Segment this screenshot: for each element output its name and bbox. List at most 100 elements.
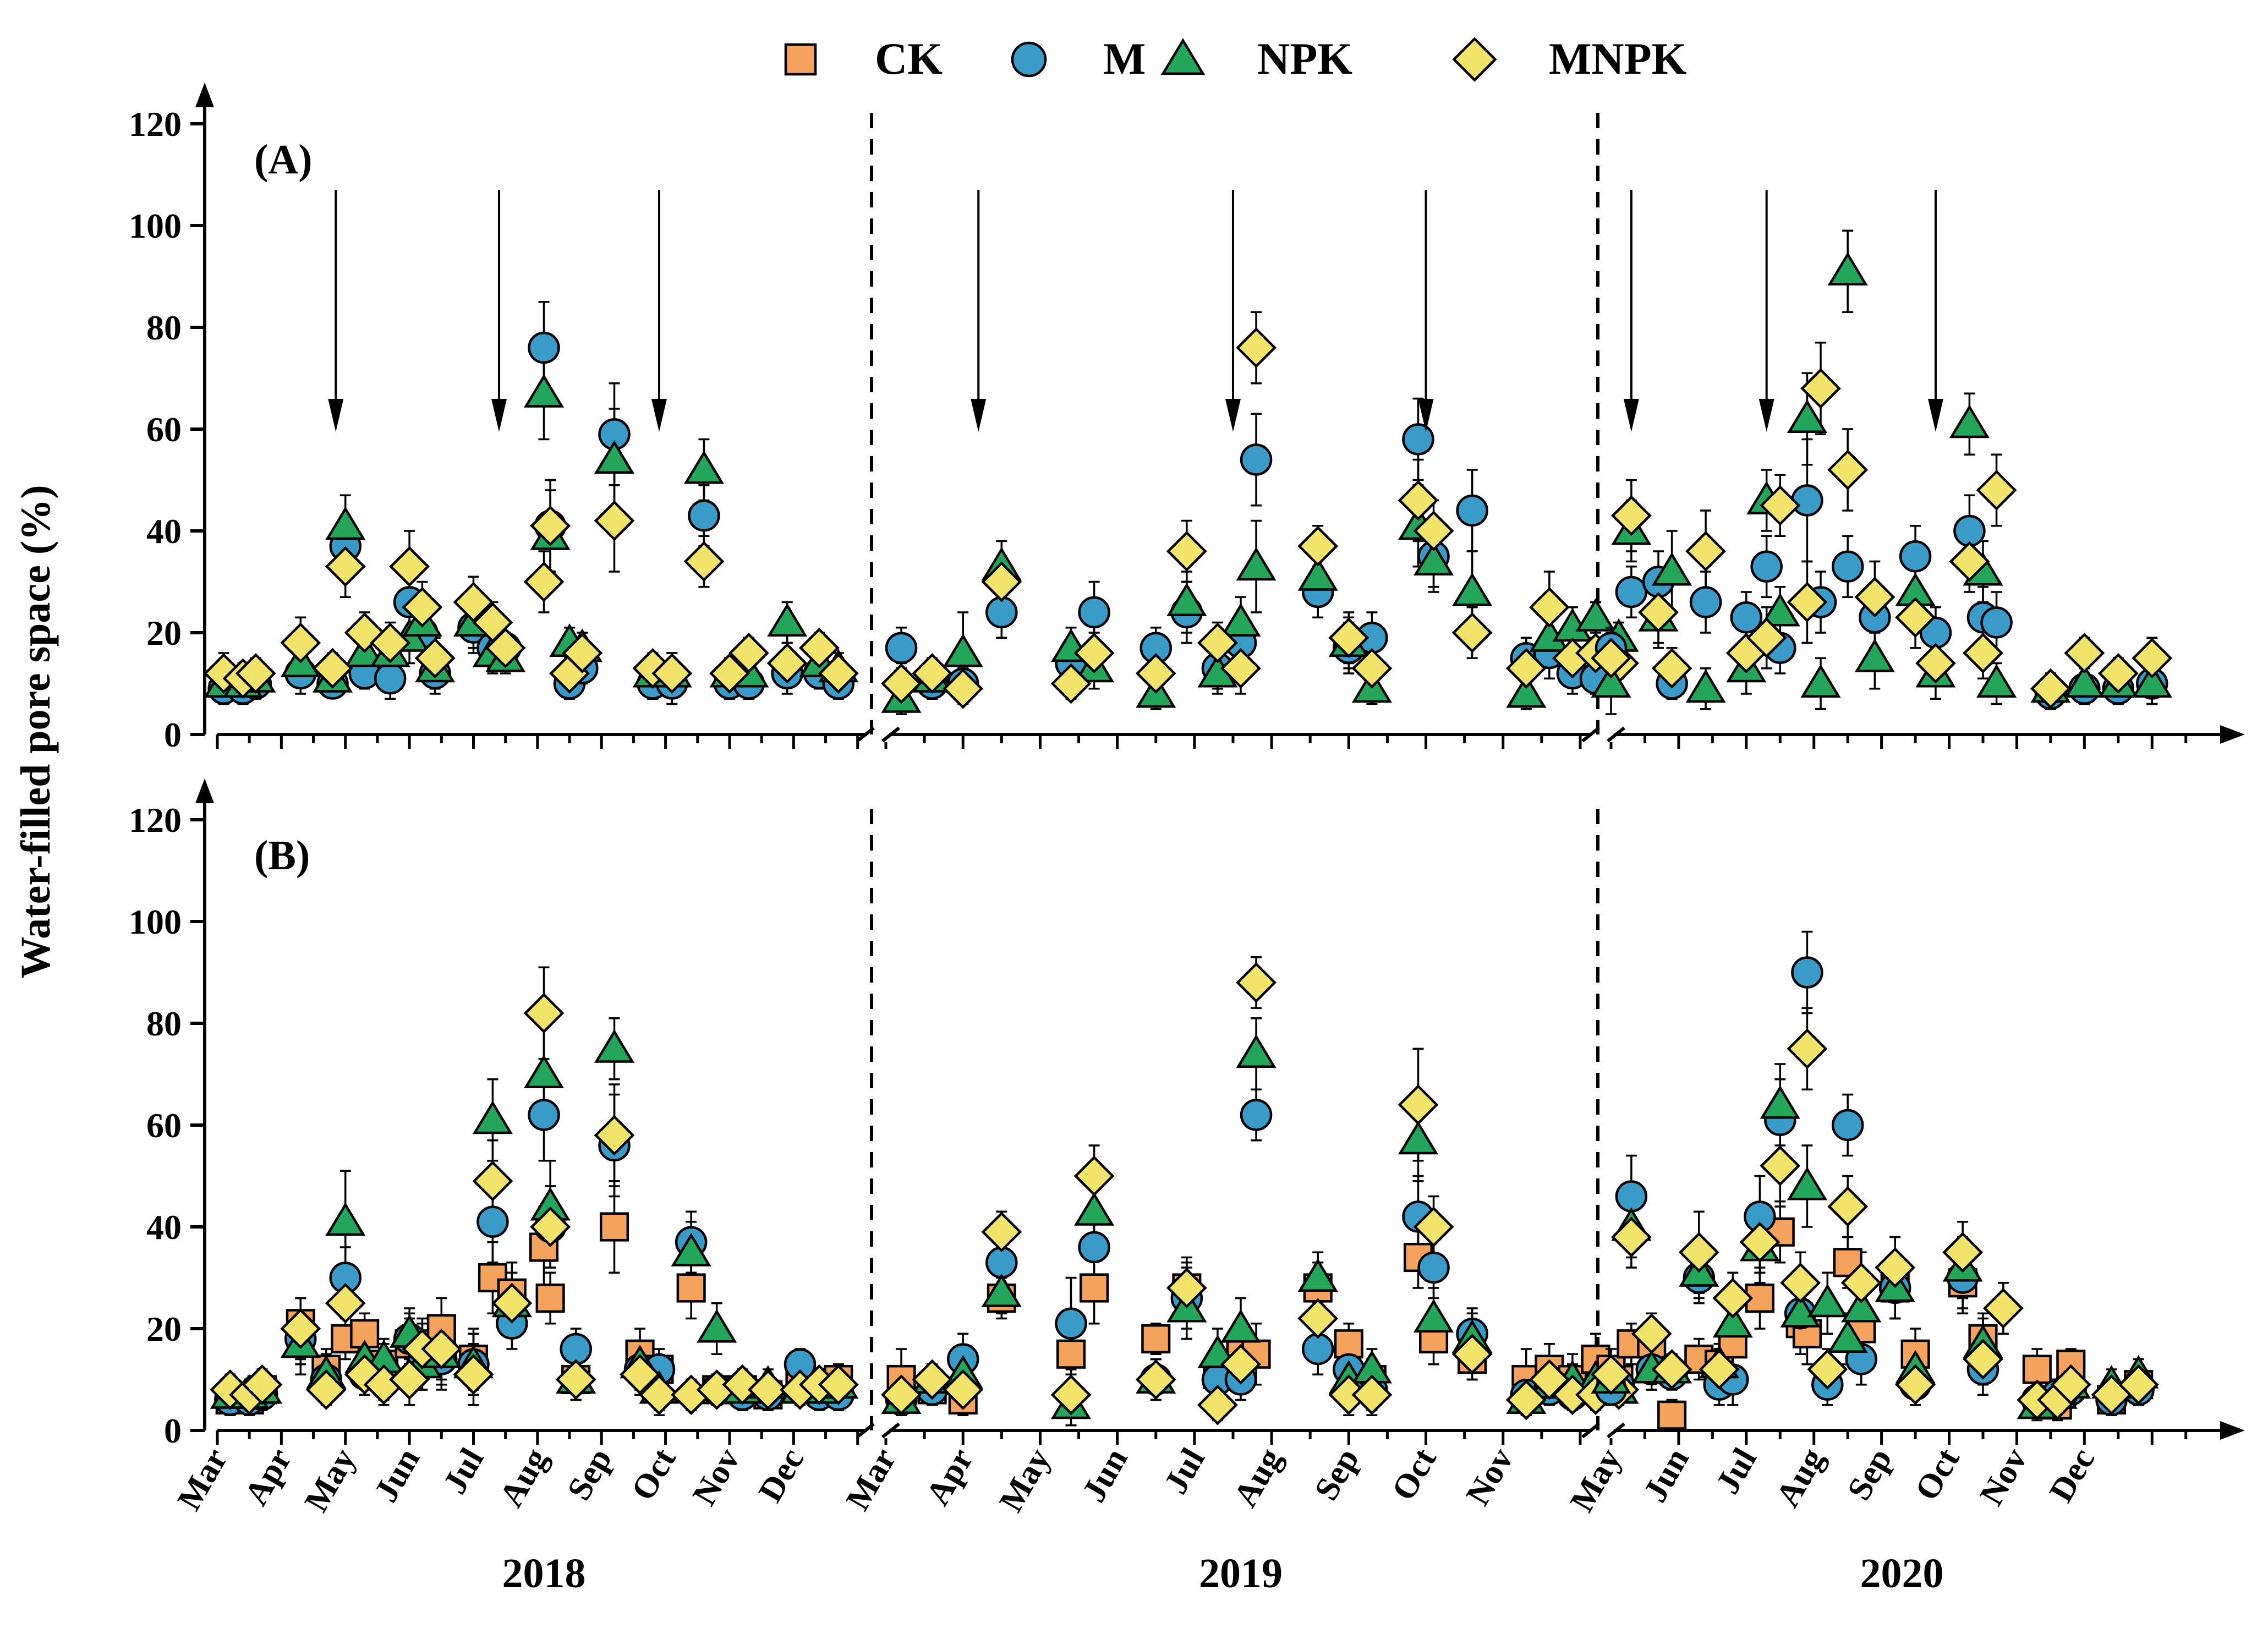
month-label: Nov (686, 1442, 747, 1511)
month-label: Jul (1709, 1442, 1764, 1500)
data-point-mnpk (414, 638, 456, 679)
month-label: Aug (492, 1442, 555, 1513)
data-point-mnpk (1827, 449, 1869, 490)
month-label: Sep (1840, 1442, 1899, 1507)
y-tick-label: 120 (129, 800, 182, 840)
data-point-mnpk (1135, 1359, 1176, 1400)
y-tick-label: 20 (146, 1309, 182, 1348)
data-point-m (1417, 1251, 1450, 1284)
data-point-mnpk (1827, 1186, 1869, 1227)
data-point-m (1078, 1231, 1110, 1264)
y-tick-label: 60 (146, 1106, 182, 1145)
data-point-mnpk (235, 653, 276, 694)
data-point-mnpk (1166, 531, 1207, 572)
data-point-mnpk (402, 586, 443, 628)
data-point-npk (325, 1202, 366, 1236)
panel-label: (A) (254, 136, 313, 183)
month-label: May (1563, 1442, 1629, 1518)
data-point-mnpk (453, 582, 494, 623)
data-point-npk (1413, 542, 1454, 576)
legend: CK M NPK MNPK (784, 34, 1687, 84)
legend-label-mnpk: MNPK (1549, 34, 1687, 84)
data-point-mnpk (651, 653, 693, 694)
data-point-mnpk (1678, 1232, 1719, 1273)
data-point-npk (1854, 638, 1895, 672)
data-point-m (1615, 1180, 1648, 1213)
data-point-mnpk (2030, 668, 2071, 709)
data-point-mnpk (1800, 368, 1841, 409)
data-point-m (688, 500, 720, 532)
data-point-mnpk (981, 561, 1022, 602)
data-point-m (1615, 575, 1648, 608)
data-point-mnpk (370, 622, 411, 664)
data-point-m (1791, 956, 1823, 989)
data-point-mnpk (1610, 495, 1652, 536)
data-point-mnpk (943, 1369, 984, 1410)
data-point-mnpk (709, 653, 750, 694)
y-tick-label: 0 (164, 715, 182, 754)
data-point-mnpk (421, 1329, 462, 1369)
year-label-2018: 2018 (502, 1550, 586, 1597)
data-point-mnpk (1297, 525, 1339, 567)
month-label: Sep (1307, 1442, 1366, 1507)
data-point-mnpk (1220, 1344, 1261, 1385)
data-point-m (1791, 484, 1823, 517)
data-point-mnpk (1712, 1277, 1754, 1319)
data-point-m (1402, 423, 1434, 456)
data-point-mnpk (1451, 1334, 1493, 1375)
data-point-mnpk (389, 546, 430, 587)
data-point-mnpk (1591, 638, 1631, 679)
data-point-npk (1398, 1121, 1439, 1155)
data-point-npk (671, 1232, 711, 1266)
data-point-m (1730, 601, 1763, 634)
data-point-m (1055, 1307, 1087, 1340)
data-point-mnpk (912, 1359, 953, 1400)
data-point-ck (535, 1283, 565, 1313)
data-point-mnpk (1351, 648, 1393, 689)
data-point-mnpk (1591, 1354, 1631, 1395)
legend-label-ck: CK (875, 34, 943, 84)
data-point-mnpk (1413, 1207, 1454, 1247)
data-point-npk (1452, 572, 1493, 606)
data-point-mnpk (1949, 541, 1990, 582)
fertilization-arrowhead (1927, 399, 1943, 432)
data-point-mnpk (2097, 653, 2139, 694)
y-tick-label: 60 (146, 410, 182, 449)
data-point-ck (1080, 1273, 1109, 1303)
data-point-m (1078, 596, 1110, 629)
data-point-mnpk (1610, 1216, 1652, 1258)
segment-2018 (203, 190, 859, 705)
data-point-mnpk (325, 1282, 366, 1324)
data-point-mnpk (1529, 586, 1570, 628)
y-axis-arrowhead (195, 83, 214, 107)
data-point-m (1831, 1109, 1864, 1142)
data-point-npk (1074, 1192, 1115, 1226)
data-point-mnpk (530, 505, 571, 546)
data-point-npk (1220, 1309, 1261, 1343)
data-point-mnpk (747, 1369, 788, 1410)
data-point-m (1899, 540, 1932, 573)
data-point-mnpk (1050, 1374, 1092, 1416)
data-point-npk (2132, 664, 2172, 698)
data-point-m (1240, 443, 1273, 476)
month-label: Oct (624, 1442, 683, 1507)
year-label-2020: 2020 (1860, 1550, 1944, 1597)
data-point-npk (1787, 1166, 1828, 1200)
data-point-mnpk (1505, 648, 1547, 689)
data-point-mnpk (1050, 663, 1092, 704)
data-point-mnpk (1197, 1384, 1238, 1425)
data-point-npk (594, 1029, 635, 1063)
legend-entry-npk: NPK (1160, 34, 1352, 84)
data-point-mnpk (1631, 1313, 1672, 1355)
data-point-ck (1141, 1324, 1171, 1354)
month-label: Mar (839, 1442, 903, 1516)
data-point-ck (1657, 1400, 1687, 1430)
axis-break-mark (1607, 1422, 1625, 1439)
data-point-npk (1685, 669, 1726, 703)
data-point-mnpk (1760, 1145, 1801, 1186)
data-point-npk (1841, 1288, 1882, 1323)
fertilization-arrowhead (1623, 399, 1639, 432)
panel-label: (B) (254, 832, 310, 879)
data-point-mnpk (485, 627, 526, 668)
